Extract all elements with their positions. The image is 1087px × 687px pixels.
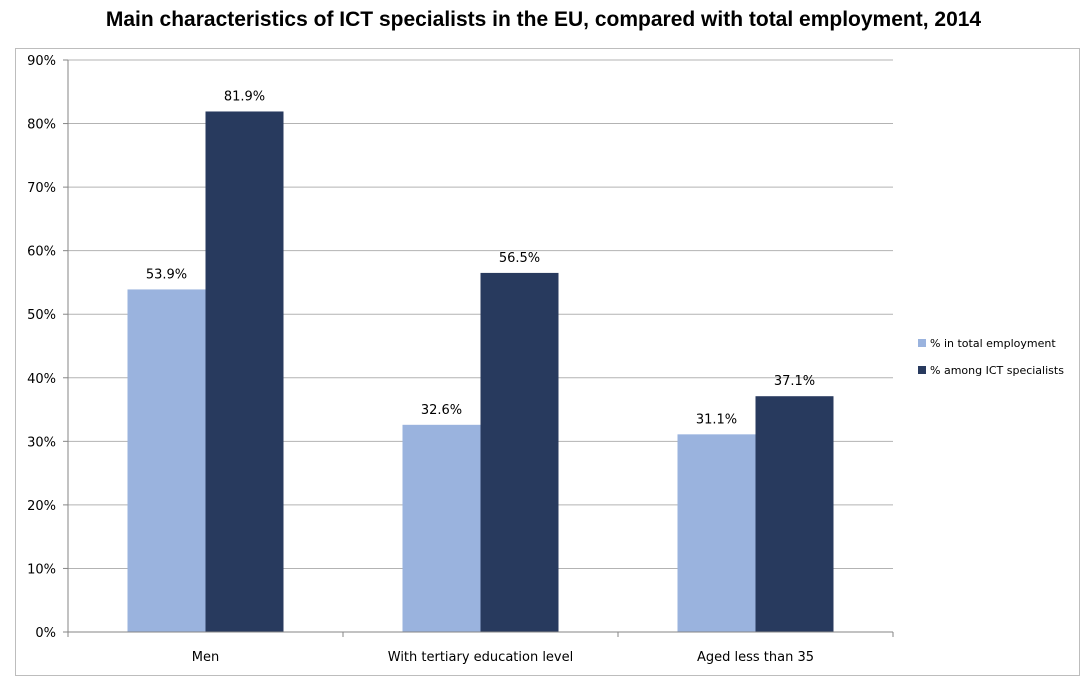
chart-frame [15,48,1080,676]
y-tick-label: 0% [35,626,56,641]
chart-title: Main characteristics of ICT specialists … [105,8,982,31]
x-tick-label: Men [192,650,219,665]
bar [677,434,756,632]
y-tick-label: 40% [27,372,56,387]
x-tick-label: Aged less than 35 [697,650,814,665]
y-tick-label: 10% [27,562,56,577]
bar [402,424,481,632]
y-tick-label: 70% [27,181,56,196]
data-label: 53.9% [146,267,187,282]
y-tick-label: 80% [27,118,56,133]
legend-label: % in total employment [930,337,1056,350]
y-tick-label: 90% [27,54,56,69]
data-label: 32.6% [421,403,462,418]
bar [127,289,206,632]
data-label: 31.1% [696,412,737,427]
y-tick-label: 30% [27,435,56,450]
data-label: 81.9% [224,89,265,104]
bar [205,111,284,633]
legend-swatch [918,366,926,374]
bar [755,396,834,632]
data-label: 56.5% [499,251,540,266]
x-tick-label: With tertiary education level [388,650,574,665]
data-label: 37.1% [774,374,815,389]
bar [480,272,559,632]
legend-label: % among ICT specialists [930,364,1064,377]
y-tick-label: 50% [27,308,56,323]
legend-swatch [918,339,926,347]
y-tick-label: 20% [27,499,56,514]
y-tick-label: 60% [27,245,56,260]
